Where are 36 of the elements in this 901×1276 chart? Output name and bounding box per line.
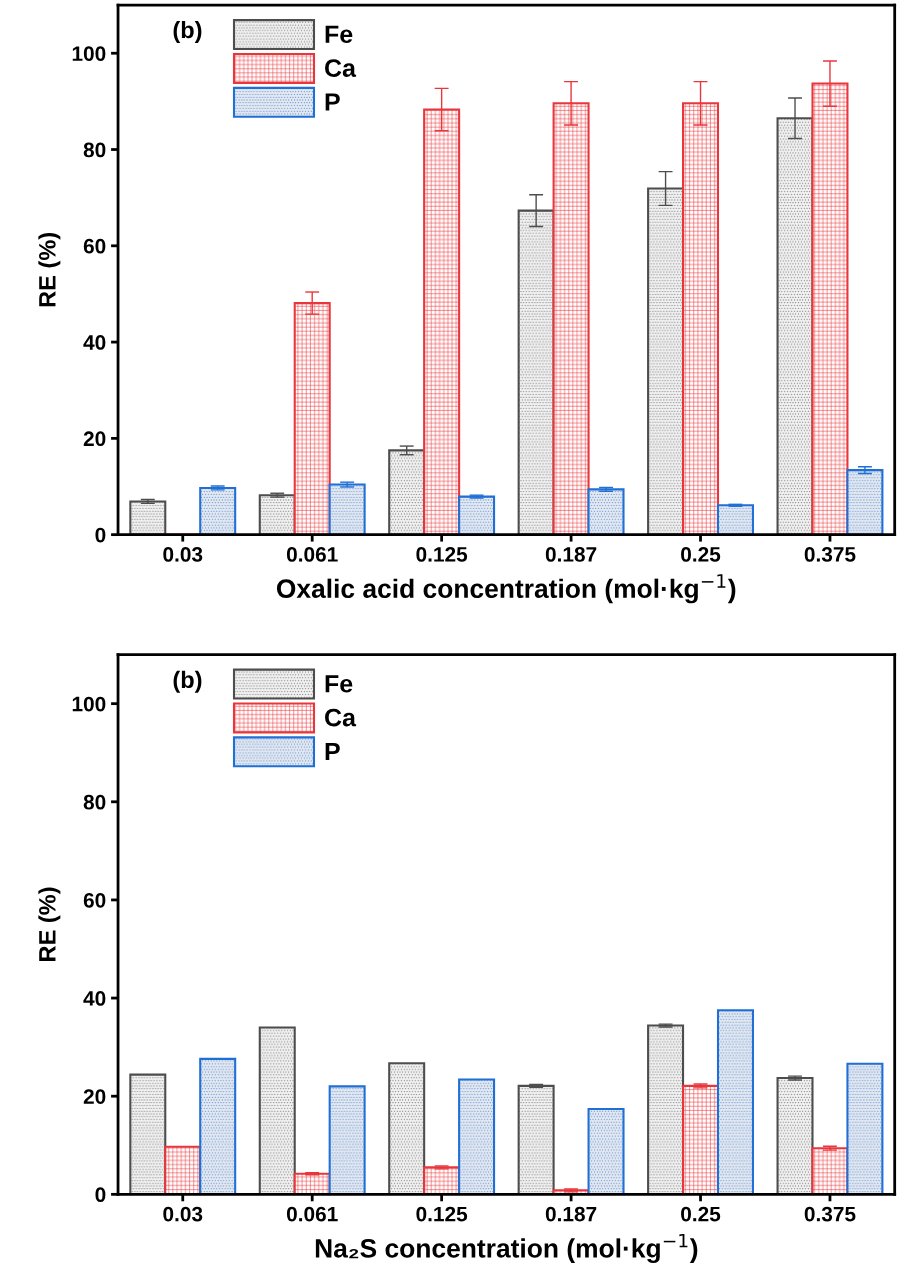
y-tick-label: 100 [72, 46, 106, 61]
x-tick-label: 0.187 [545, 547, 597, 562]
y-tick-label: 40 [83, 991, 106, 1006]
y-tick-label: 20 [83, 1089, 106, 1104]
x-tick-label: 0.061 [286, 547, 338, 562]
legend-label: Ca [325, 59, 357, 77]
annotation: (b) [173, 20, 202, 43]
x-tick-label: 0.125 [416, 1206, 468, 1222]
y-tick-label: 80 [83, 794, 106, 810]
y-axis-title: RE (%) [38, 887, 61, 961]
x-tick-label: 0.25 [681, 1206, 721, 1222]
annotation: (b) [173, 670, 202, 693]
y-tick-label: 0 [95, 527, 106, 543]
y-axis-title: RE (%) [38, 233, 61, 307]
x-tick-label: 0.375 [804, 547, 856, 562]
legend-label: Fe [325, 675, 353, 693]
x-axis-title: Oxalic acid concentration (mol·kg$^{−1}$) [276, 574, 736, 604]
y-tick-label: 60 [83, 238, 106, 254]
legend-label: P [325, 93, 340, 111]
x-tick-label: 0.375 [804, 1206, 856, 1222]
x-tick-label: 0.03 [163, 547, 203, 562]
legend-label: P [325, 742, 340, 761]
x-tick-label: 0.061 [286, 1206, 338, 1222]
x-tick-label: 0.03 [163, 1206, 203, 1222]
y-tick-label: 0 [95, 1187, 106, 1203]
y-tick-label: 80 [83, 142, 106, 158]
y-tick-label: 60 [83, 892, 106, 908]
x-axis-title: Na₂S concentration (mol·kg$^{−1}$) [315, 1233, 698, 1264]
y-tick-label: 40 [83, 335, 106, 350]
legend-label: Ca [325, 708, 357, 727]
x-tick-label: 0.125 [416, 547, 468, 562]
y-tick-label: 20 [83, 431, 106, 447]
legend-label: Fe [325, 25, 353, 44]
x-tick-label: 0.187 [545, 1206, 597, 1222]
y-tick-label: 100 [72, 696, 106, 712]
x-tick-label: 0.25 [681, 547, 721, 562]
